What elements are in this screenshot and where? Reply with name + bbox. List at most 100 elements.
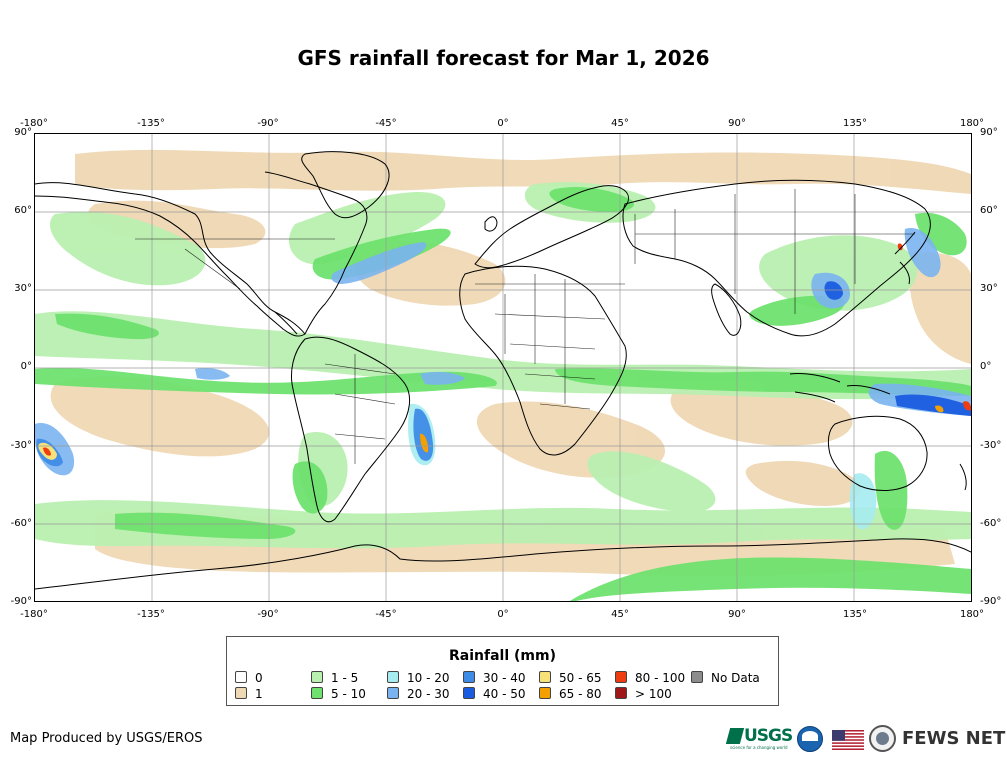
legend-item: 1 - 5 (311, 671, 358, 685)
legend-item: 20 - 30 (387, 687, 450, 701)
coast-indonesia (789, 373, 891, 403)
usgs-logo[interactable]: USGS science for a changing world (725, 726, 793, 752)
coast-new-zealand (959, 463, 967, 491)
legend-item-label: 30 - 40 (483, 671, 526, 685)
lat-label-right: 60° (980, 205, 998, 216)
lon-label-bottom: 135° (842, 609, 868, 620)
coast-africa (459, 265, 627, 456)
legend-swatch (691, 671, 703, 683)
legend-swatch (387, 671, 399, 683)
lon-label-bottom: 45° (611, 609, 629, 620)
usgs-tagline: science for a changing world (730, 745, 788, 750)
legend-item-label: 50 - 65 (559, 671, 602, 685)
rain-10-30mm-areas (35, 228, 971, 530)
rain-heavy-areas (38, 243, 971, 460)
legend-swatch (463, 687, 475, 699)
coast-india (711, 283, 742, 336)
usgs-mark-icon (725, 728, 745, 744)
coast-south-america (291, 336, 411, 523)
lon-label-bottom: -135° (137, 609, 165, 620)
legend-swatch (539, 687, 551, 699)
lat-label-left: -90° (10, 596, 32, 607)
legend-item-label: 80 - 100 (635, 671, 686, 685)
legend-item-label: > 100 (635, 687, 672, 701)
legend-item-label: 10 - 20 (407, 671, 450, 685)
coast-greenland (301, 151, 390, 219)
legend-swatch (463, 671, 475, 683)
state-department-seal-icon (869, 725, 896, 752)
lon-label-bottom: 0° (497, 609, 509, 620)
coast-australia (827, 415, 928, 491)
coast-north-america-east (264, 171, 368, 335)
lon-label-bottom: 180° (959, 609, 985, 620)
credit-text: Map Produced by USGS/EROS (10, 731, 203, 746)
lon-label-bottom: -45° (375, 609, 397, 620)
legend-item-label: 40 - 50 (483, 687, 526, 701)
lat-label-right: 90° (980, 127, 998, 138)
lat-label-right: 0° (980, 361, 992, 372)
graticule (35, 134, 971, 601)
lon-label-top: 45° (611, 118, 629, 129)
lon-label-top: -180° (20, 118, 48, 129)
lon-label-bottom: -180° (20, 609, 48, 620)
lat-label-left: 90° (14, 127, 32, 138)
coastlines (35, 151, 971, 590)
lat-label-left: -30° (10, 440, 32, 451)
legend-swatch (311, 687, 323, 699)
lat-label-right: -30° (980, 440, 1002, 451)
legend-title: Rainfall (mm) (449, 648, 556, 664)
us-flag-icon (832, 730, 864, 750)
lon-label-top: -135° (137, 118, 165, 129)
legend-item-label: No Data (711, 671, 760, 685)
legend-swatch (539, 671, 551, 683)
lon-label-top: -90° (257, 118, 279, 129)
legend-item-label: 65 - 80 (559, 687, 602, 701)
legend-item: No Data (691, 671, 760, 685)
map-title: GFS rainfall forecast for Mar 1, 2026 (297, 46, 710, 70)
lat-label-left: -60° (10, 518, 32, 529)
legend-item: 5 - 10 (311, 687, 366, 701)
lat-label-right: -90° (980, 596, 1002, 607)
seal-eagle-icon (876, 732, 889, 745)
legend-item: 80 - 100 (615, 671, 685, 685)
legend-item-label: 0 (255, 671, 263, 685)
legend-swatch (615, 671, 627, 683)
country-borders (135, 189, 915, 464)
fews-net-logo[interactable]: FEWS NET (902, 728, 1006, 749)
legend-swatch (387, 687, 399, 699)
legend-item: > 100 (615, 687, 672, 701)
legend-item-label: 1 - 5 (331, 671, 359, 685)
legend-item: 30 - 40 (463, 671, 526, 685)
legend-item: 1 (235, 687, 263, 701)
rainfall-map[interactable] (34, 133, 972, 602)
coast-antarctica (35, 538, 971, 590)
legend-item-label: 20 - 30 (407, 687, 450, 701)
coast-uk (484, 216, 498, 232)
lat-label-left: 60° (14, 205, 32, 216)
lon-label-top: 180° (959, 118, 985, 129)
legend-swatch (615, 687, 627, 699)
legend-item: 0 (235, 671, 263, 685)
lat-label-right: -60° (980, 518, 1002, 529)
lat-label-left: 0° (20, 361, 32, 372)
lat-label-left: 30° (14, 283, 32, 294)
noaa-logo-icon[interactable] (797, 726, 823, 752)
legend-swatch (311, 671, 323, 683)
noaa-bird-icon (802, 731, 818, 741)
coast-central-america (274, 311, 298, 335)
legend-item-label: 1 (255, 687, 263, 701)
coast-north-america (35, 182, 306, 337)
map-canvas (35, 134, 971, 601)
lon-label-top: 90° (728, 118, 746, 129)
legend-item-label: 5 - 10 (331, 687, 366, 701)
legend-item: 40 - 50 (463, 687, 526, 701)
legend-item: 50 - 65 (539, 671, 602, 685)
legend-item: 65 - 80 (539, 687, 602, 701)
legend-item: 10 - 20 (387, 671, 450, 685)
legend-swatch (235, 671, 247, 683)
rainfall-legend: Rainfall (mm) 0 1 1 - 5 5 - 10 10 - 20 2… (226, 636, 779, 706)
lon-label-bottom: -90° (257, 609, 279, 620)
legend-swatch (235, 687, 247, 699)
lat-label-right: 30° (980, 283, 998, 294)
rain-5-10mm-areas (35, 187, 971, 601)
